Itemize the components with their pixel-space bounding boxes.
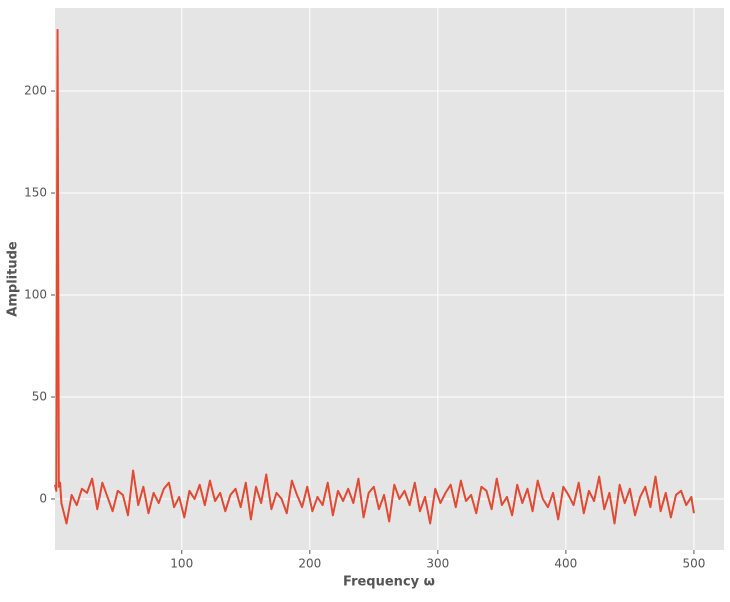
x-tick-label: 500: [682, 557, 705, 571]
y-tick-label: 50: [32, 390, 47, 404]
y-tick-label: 200: [24, 84, 47, 98]
y-tick-label: 150: [24, 186, 47, 200]
x-tick-label: 400: [554, 557, 577, 571]
line: [54, 28, 695, 525]
x-axis-label: Frequency ω: [343, 575, 435, 590]
x-tick-label: 100: [170, 557, 193, 571]
y-axis-label: Amplitude: [6, 241, 21, 317]
y-tick-label: 0: [39, 492, 47, 506]
y-tick-label: 100: [24, 288, 47, 302]
x-tick-label: 200: [298, 557, 321, 571]
plot-area: [55, 8, 724, 550]
x-tick-label: 300: [426, 557, 449, 571]
